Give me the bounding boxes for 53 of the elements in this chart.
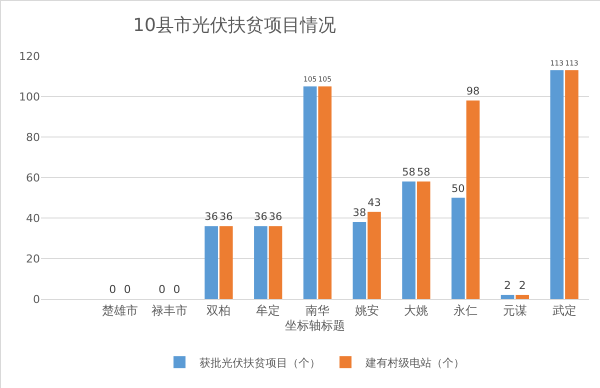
data-label: 36 [219, 211, 233, 224]
y-tick-label: 80 [26, 130, 40, 144]
data-label: 2 [518, 278, 526, 292]
legend-label: 获批光伏扶贫项目（个） [200, 356, 320, 370]
bar [516, 294, 530, 299]
x-tick-label: 姚安 [354, 303, 379, 318]
bar [550, 70, 564, 299]
bar [368, 212, 381, 299]
bar [268, 226, 282, 299]
legend-label: 建有村级电站（个） [364, 356, 464, 370]
bar [452, 198, 465, 299]
bar [416, 182, 430, 299]
x-axis-title: 坐标轴标题 [285, 318, 345, 332]
data-label: 58 [416, 166, 430, 179]
bar [204, 226, 218, 299]
bar [219, 226, 233, 299]
data-label: 36 [254, 211, 268, 224]
bar [565, 70, 578, 299]
data-label: 98 [466, 86, 480, 98]
data-label: 0 [158, 283, 166, 296]
bar [318, 86, 332, 299]
bar [500, 294, 514, 299]
x-tick-label: 双柏 [206, 303, 231, 318]
data-label: 43 [368, 197, 381, 210]
y-tick-label: 60 [26, 171, 40, 184]
bar [303, 86, 317, 299]
x-tick-label: 南华 [305, 303, 330, 318]
data-label: 0 [124, 283, 131, 296]
y-tick-label: 20 [26, 252, 40, 266]
data-label: 36 [268, 211, 282, 224]
x-tick-label: 永仁 [454, 303, 478, 318]
x-tick-label: 楚雄市 [102, 303, 138, 318]
y-tick-label: 100 [19, 90, 40, 104]
x-tick-label: 大姚 [404, 303, 428, 318]
bar [402, 182, 416, 299]
x-tick-label: 武定 [552, 303, 576, 318]
data-label: 36 [204, 211, 218, 224]
x-tick-label: 元谋 [502, 303, 527, 318]
x-tick-label: 禄丰市 [151, 303, 188, 318]
x-tick-label: 牟定 [256, 303, 280, 318]
bar [352, 222, 366, 299]
bar [254, 226, 268, 299]
bar [466, 100, 480, 299]
data-label: 0 [173, 283, 180, 296]
y-tick-label: 0 [33, 292, 40, 306]
y-tick-label: 40 [26, 212, 40, 225]
chart-title: 10县市光伏扶贫项目情况 [133, 15, 336, 36]
data-label: 50 [452, 182, 465, 195]
data-label: 38 [352, 207, 366, 220]
data-label: 58 [402, 166, 416, 179]
data-label: 0 [109, 283, 116, 296]
y-tick-label: 120 [19, 50, 40, 63]
data-label: 2 [504, 278, 512, 292]
